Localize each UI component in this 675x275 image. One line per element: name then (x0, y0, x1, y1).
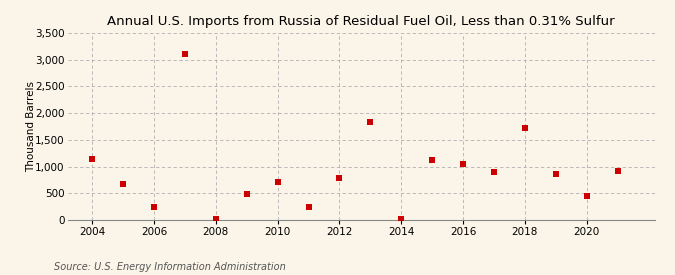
Point (396, 217, 407, 221)
Point (427, 158, 437, 162)
Point (303, 205, 314, 209)
Point (272, 180, 283, 184)
Point (87, 156, 98, 161)
Point (550, 172, 561, 176)
Point (365, 120, 376, 124)
Y-axis label: Thousand Barrels: Thousand Barrels (26, 81, 36, 172)
Point (242, 192, 252, 197)
Title: Annual U.S. Imports from Russia of Residual Fuel Oil, Less than 0.31% Sulfur: Annual U.S. Imports from Russia of Resid… (107, 15, 615, 28)
Point (458, 162, 468, 167)
Text: Source: U.S. Energy Information Administration: Source: U.S. Energy Information Administ… (54, 262, 286, 272)
Point (180, 52, 190, 57)
Point (489, 170, 500, 174)
Point (334, 176, 345, 180)
Point (148, 204, 159, 209)
Point (581, 194, 592, 199)
Point (612, 169, 623, 174)
Point (211, 217, 221, 221)
Point (117, 182, 128, 186)
Point (520, 125, 531, 130)
